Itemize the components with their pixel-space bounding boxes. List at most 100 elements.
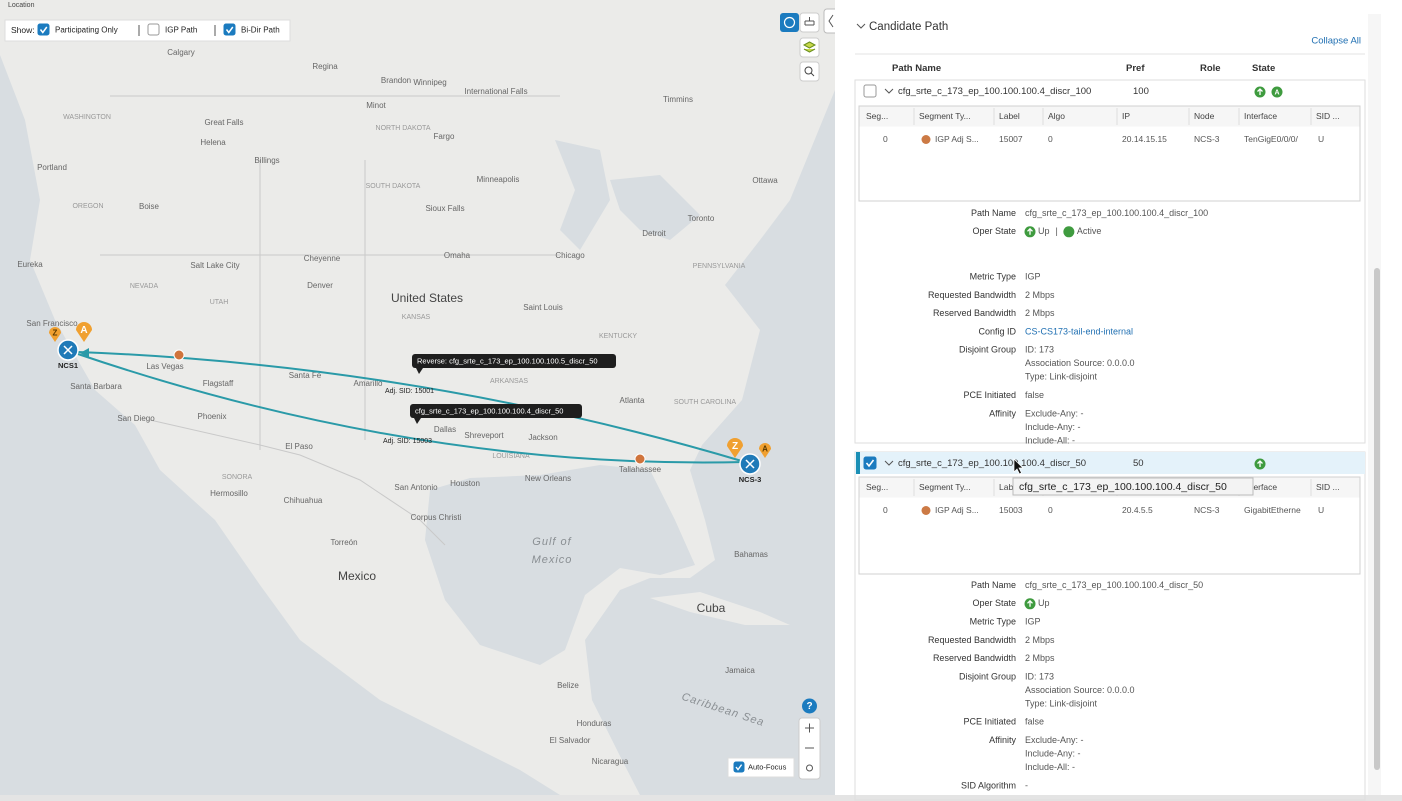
segment-column-header: Seg...: [866, 111, 888, 121]
path-expand-chevron[interactable]: [884, 460, 894, 466]
show-option-box[interactable]: [223, 23, 236, 36]
map-place-label: Jackson: [528, 433, 557, 442]
help-button[interactable]: [802, 698, 817, 714]
segment-column-header: Segment Ty...: [919, 111, 971, 121]
segment-cell: GigabitEtherne: [1244, 505, 1301, 515]
detail-value: Include-Any: -: [1025, 748, 1081, 758]
segment-cell: 20.4.5.5: [1122, 505, 1153, 515]
recenter[interactable]: [806, 764, 813, 772]
map-place-label: Phoenix: [198, 412, 227, 421]
collapse-all[interactable]: Collapse All: [1311, 36, 1361, 47]
segment-column-header: SID ...: [1316, 482, 1340, 492]
search-icon-handle: [810, 72, 815, 77]
detail-label: Metric Type: [970, 271, 1016, 281]
column-header: Pref: [1126, 63, 1145, 74]
topology-button[interactable]: [799, 12, 820, 33]
map-place-label: NEVADA: [130, 283, 159, 290]
detail-label: Disjoint Group: [959, 345, 1016, 355]
path-tooltip-text: Reverse: cfg_srte_c_173_ep_100.100.100.5…: [417, 356, 598, 365]
detail-label: Config ID: [978, 326, 1016, 336]
path-expand-chevron[interactable]: [884, 88, 894, 94]
zoom-in[interactable]: [805, 723, 814, 733]
link-lower: [77, 353, 746, 464]
map-place-label: SONORA: [222, 474, 253, 481]
path-pref: 100: [1133, 86, 1149, 97]
globe-button[interactable]: [780, 13, 799, 32]
device-node-label: NCS1: [58, 361, 78, 370]
map-place-label: Fargo: [434, 132, 455, 141]
segment-column-header: Label: [999, 111, 1020, 121]
map-place-label: Chicago: [555, 251, 585, 260]
oper-state-text: Active: [1077, 226, 1102, 236]
globe-icon: [783, 16, 796, 29]
segment-cell: NCS-3: [1194, 505, 1220, 515]
detail-label: Reserved Bandwidth: [933, 653, 1016, 663]
state-active-icon: [1271, 86, 1283, 98]
map-place-label: Regina: [312, 62, 338, 71]
map-place-label: KENTUCKY: [599, 333, 637, 340]
detail-label: Oper State: [972, 226, 1016, 236]
device-node-icon: [745, 459, 755, 469]
map-place-label: Tallahassee: [619, 465, 662, 474]
map-place-label: Boise: [139, 202, 160, 211]
map-place-label: San Diego: [117, 414, 155, 423]
map-place-label: Amarillo: [354, 379, 383, 388]
map-place-label: Bahamas: [734, 550, 768, 559]
oper-state-text: Up: [1038, 226, 1050, 236]
path-row-highlight: [855, 452, 1365, 474]
map-place-label: Shreveport: [464, 431, 504, 440]
path-tooltip: [410, 404, 582, 418]
show-option-box[interactable]: [147, 23, 160, 36]
site-marker-text: Z: [53, 329, 58, 338]
detail-value: cfg_srte_c_173_ep_100.100.100.4_discr_10…: [1025, 208, 1208, 218]
column-header: Path Name: [892, 63, 941, 74]
map-place-label: Detroit: [642, 229, 666, 238]
map-place-label: UTAH: [210, 299, 229, 306]
site-marker-text: A: [762, 445, 768, 454]
detail-value: 2 Mbps: [1025, 308, 1055, 318]
detail-label: Reserved Bandwidth: [933, 308, 1016, 318]
map-place-label: Timmins: [663, 95, 693, 104]
map-place-label: Nicaragua: [592, 757, 629, 766]
path-name: cfg_srte_c_173_ep_100.100.100.4_discr_10…: [898, 86, 1091, 97]
hover-tooltip: [1012, 477, 1254, 496]
segment-cell: 0: [883, 134, 888, 144]
auto-focus-label: Auto-Focus: [748, 762, 787, 771]
site-marker-text: Z: [732, 441, 738, 452]
detail-value: 2 Mbps: [1025, 290, 1055, 300]
show-option-box[interactable]: [37, 23, 50, 36]
path-tooltip-pointer: [414, 418, 421, 424]
map-place-label: Sioux Falls: [425, 204, 464, 213]
segment-cell: 20.14.15.15: [1122, 134, 1167, 144]
state-up-arrow: [1257, 88, 1263, 95]
detail-value: cfg_srte_c_173_ep_100.100.100.4_discr_50: [1025, 580, 1203, 590]
map-place-label: Belize: [557, 681, 579, 690]
map-place-label: Corpus Christi: [411, 513, 462, 522]
search-icon: [804, 66, 813, 75]
detail-value: IGP: [1025, 616, 1041, 626]
search-button[interactable]: [799, 61, 820, 82]
map-place-label: Santa Fe: [289, 371, 322, 380]
auto-focus-checkbox[interactable]: [733, 761, 745, 773]
show-option-label: Bi-Dir Path: [241, 26, 280, 35]
path-checkbox[interactable]: [863, 456, 877, 470]
map-place-label: New Orleans: [525, 474, 571, 483]
detail-label: Affinity: [989, 735, 1016, 745]
map-place-label: SOUTH DAKOTA: [366, 183, 421, 190]
map-place-label: Portland: [37, 163, 67, 172]
segment-cell: U: [1318, 134, 1324, 144]
site-marker: [759, 443, 771, 458]
detail-label: Requested Bandwidth: [928, 290, 1016, 300]
scrollbar-thumb[interactable]: [1374, 268, 1380, 770]
map-place-label: Ottawa: [752, 176, 778, 185]
device-node-label: NCS-3: [739, 475, 762, 484]
path-checkbox-check: [865, 459, 875, 468]
map-place-label: PENNSYLVANIA: [693, 263, 746, 270]
path-checkbox[interactable]: [863, 84, 877, 98]
map-place-label: Calgary: [167, 48, 195, 57]
detail-label: Path Name: [971, 208, 1016, 218]
segment-cell: IGP Adj S...: [935, 134, 979, 144]
panel-title: Candidate Path: [869, 21, 948, 33]
link-arrow: [80, 348, 89, 358]
detail-value: false: [1025, 390, 1044, 400]
